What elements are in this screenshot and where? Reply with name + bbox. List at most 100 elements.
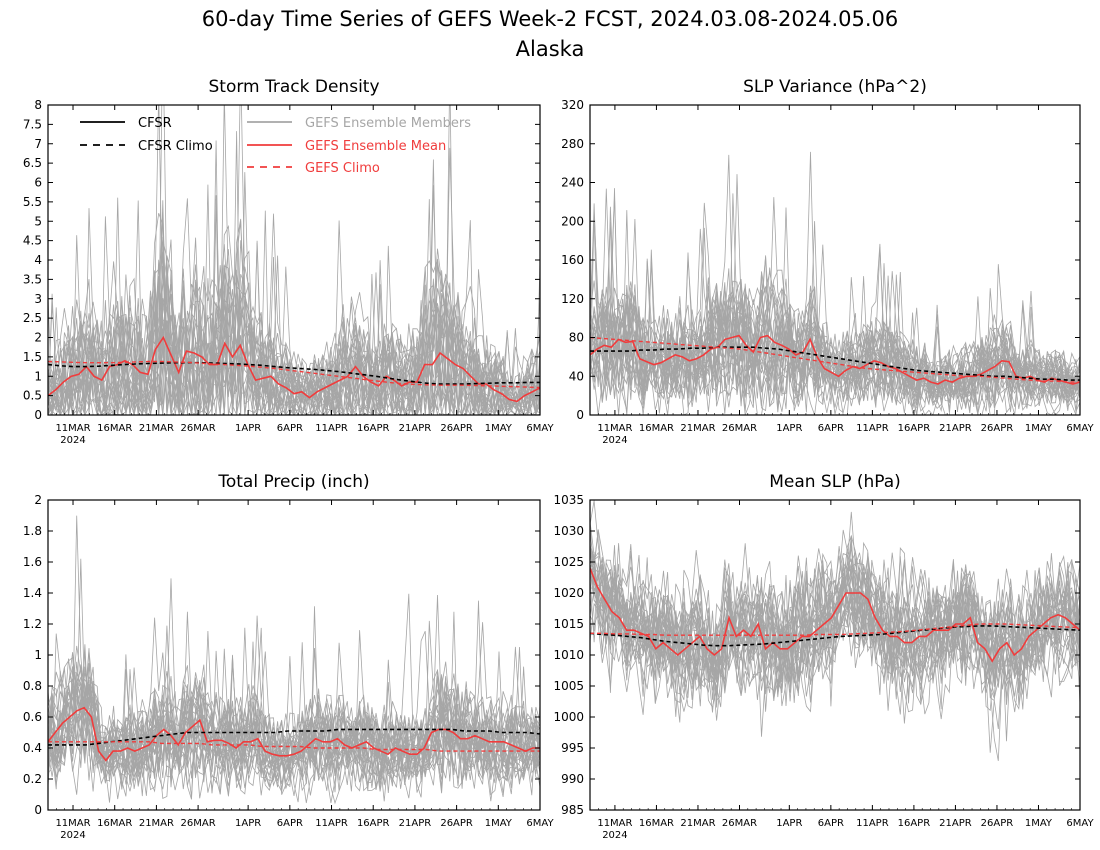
gefs-climo-line <box>590 623 1080 636</box>
x-tick-label: 16APR <box>898 423 931 434</box>
ensemble-member-line <box>48 615 540 803</box>
ensemble-member-line <box>48 646 540 804</box>
x-year-label: 2024 <box>602 830 627 841</box>
x-tick-label: 11APR <box>315 818 348 829</box>
x-tick-label: 6APR <box>818 423 844 434</box>
y-tick-label: 1010 <box>553 648 584 662</box>
y-tick-label: 240 <box>561 176 584 190</box>
x-tick-label: 1APR <box>235 423 261 434</box>
x-tick-label: 11MAR <box>55 818 90 829</box>
x-year-label: 2024 <box>60 435 85 446</box>
x-tick-label: 1MAY <box>1025 818 1053 829</box>
x-tick-label: 16APR <box>898 818 931 829</box>
ensemble-mean-line <box>48 706 540 762</box>
y-tick-label: 990 <box>561 772 584 786</box>
y-tick-label: 4 <box>34 253 42 267</box>
ensemble-member-line <box>48 248 540 415</box>
x-tick-label: 21MAR <box>139 818 174 829</box>
y-tick-label: 2 <box>34 331 42 345</box>
x-tick-label: 26APR <box>440 818 473 829</box>
x-tick-label: 1APR <box>776 818 802 829</box>
x-tick-label: 1MAY <box>485 818 513 829</box>
panel-title: SLP Variance (hPa^2) <box>743 77 927 97</box>
ensemble-member-line <box>48 666 540 794</box>
y-tick-label: 5.5 <box>23 195 42 209</box>
y-tick-label: 120 <box>561 292 584 306</box>
y-tick-label: 1025 <box>553 555 584 569</box>
ensemble-member-line <box>590 559 1080 709</box>
ensemble-member-line <box>590 252 1080 415</box>
x-tick-label: 26MAR <box>722 423 757 434</box>
gefs-climo-line <box>48 741 540 752</box>
cfsr-climo-line <box>590 625 1080 647</box>
y-tick-label: 2 <box>34 493 42 507</box>
x-year-label: 2024 <box>602 435 627 446</box>
y-tick-label: 280 <box>561 137 584 151</box>
ensemble-member-line <box>48 515 540 796</box>
legend-label-mean: GEFS Ensemble Mean <box>305 139 446 154</box>
x-tick-label: 11MAR <box>597 818 632 829</box>
x-tick-label: 26MAR <box>181 818 216 829</box>
ensemble-member-line <box>48 131 540 415</box>
x-tick-label: 6APR <box>818 818 844 829</box>
x-tick-label: 16MAR <box>639 423 674 434</box>
x-tick-label: 1MAY <box>1025 423 1053 434</box>
x-tick-label: 1APR <box>776 423 802 434</box>
x-tick-label: 21APR <box>399 423 432 434</box>
ensemble-member-line <box>590 529 1080 699</box>
y-tick-label: 320 <box>561 98 584 112</box>
cfsr-climo-line <box>48 361 540 385</box>
y-tick-label: 5 <box>34 214 42 228</box>
x-tick-label: 11APR <box>315 423 348 434</box>
y-tick-label: 0.2 <box>23 772 42 786</box>
x-tick-label: 21APR <box>399 818 432 829</box>
panel-title: Total Precip (inch) <box>217 472 369 492</box>
x-tick-label: 26APR <box>440 423 473 434</box>
chart-panel-storm: Storm Track Density 0 0.5 1 1.5 2 2.5 3 3.5 4 4.5 5… <box>23 77 555 446</box>
chart-panel-precip: Total Precip (inch) 0 0.2 0.4 0.6 0.8 1 1.2 1.4 1… <box>23 472 555 841</box>
plot-area <box>48 515 540 805</box>
x-tick-label: 26APR <box>981 423 1014 434</box>
ensemble-member-line <box>48 235 540 415</box>
legend-label-members: GEFS Ensemble Members <box>305 116 471 131</box>
y-tick-label: 1 <box>34 369 42 383</box>
ensemble-member-line <box>48 627 540 793</box>
ensemble-member-line <box>48 172 540 415</box>
ensemble-member-line <box>590 221 1080 415</box>
y-tick-label: 1020 <box>553 586 584 600</box>
y-tick-label: 1000 <box>553 710 584 724</box>
ensemble-member-line <box>48 255 540 415</box>
ensemble-mean-line <box>590 334 1080 385</box>
y-tick-label: 1035 <box>553 493 584 507</box>
y-tick-label: 1015 <box>553 617 584 631</box>
y-tick-label: 0.5 <box>23 389 42 403</box>
y-tick-label: 40 <box>569 369 584 383</box>
y-tick-label: 985 <box>561 803 584 817</box>
x-tick-label: 6MAY <box>1066 423 1094 434</box>
ensemble-member-line <box>48 630 540 800</box>
legend-label-gefs_climo: GEFS Climo <box>305 161 380 176</box>
y-tick-label: 0.8 <box>23 679 42 693</box>
ensemble-member-line <box>590 546 1080 724</box>
y-tick-label: 995 <box>561 741 584 755</box>
ensemble-member-line <box>590 560 1080 737</box>
x-tick-label: 21MAR <box>680 818 715 829</box>
ensemble-member-line <box>48 220 540 415</box>
x-tick-label: 26MAR <box>181 423 216 434</box>
y-tick-label: 0 <box>576 408 584 422</box>
ensemble-member-line <box>48 259 540 415</box>
y-tick-label: 2.5 <box>23 311 42 325</box>
ensemble-member-line <box>48 105 540 415</box>
y-tick-label: 1.4 <box>23 586 42 600</box>
legend: CFSR CFSR Climo GEFS Ensemble Members GEFS … <box>80 116 471 176</box>
gefs-climo-line <box>590 336 1080 383</box>
plot-area <box>590 500 1080 761</box>
chart-panel-slpvar: SLP Variance (hPa^2) 0 40 80 120 160 200 240 280… <box>561 77 1094 446</box>
y-tick-label: 6.5 <box>23 156 42 170</box>
x-tick-label: 16MAR <box>97 423 132 434</box>
ensemble-member-line <box>590 249 1080 415</box>
y-tick-label: 7.5 <box>23 117 42 131</box>
y-tick-label: 1.6 <box>23 555 42 569</box>
ensemble-member-line <box>48 578 540 800</box>
y-tick-label: 4.5 <box>23 234 42 248</box>
